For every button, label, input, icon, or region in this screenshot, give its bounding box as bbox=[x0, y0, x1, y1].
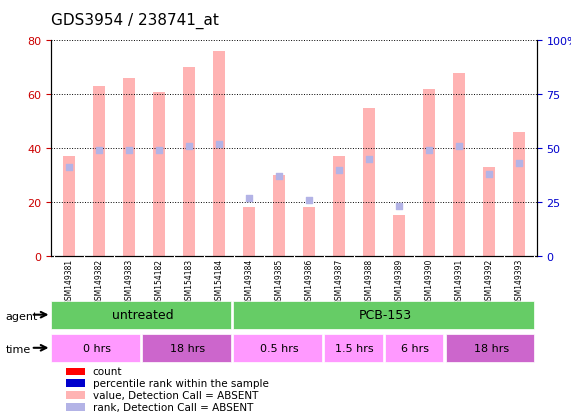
Point bbox=[304, 197, 313, 204]
Point bbox=[395, 203, 404, 210]
Bar bbox=[66, 368, 86, 375]
Text: GSM154182: GSM154182 bbox=[155, 258, 164, 304]
Point bbox=[95, 147, 104, 154]
Text: 6 hrs: 6 hrs bbox=[401, 343, 429, 353]
Text: GSM149382: GSM149382 bbox=[95, 258, 104, 304]
Text: GSM154184: GSM154184 bbox=[215, 258, 224, 304]
FancyBboxPatch shape bbox=[234, 301, 534, 329]
Bar bbox=[393, 216, 405, 256]
Bar bbox=[63, 157, 75, 256]
Text: 18 hrs: 18 hrs bbox=[474, 343, 509, 353]
Text: untreated: untreated bbox=[111, 309, 173, 321]
Point bbox=[124, 147, 134, 154]
Bar bbox=[183, 68, 195, 256]
FancyBboxPatch shape bbox=[446, 334, 534, 362]
Text: GSM149386: GSM149386 bbox=[304, 258, 313, 304]
Bar bbox=[513, 133, 525, 256]
FancyBboxPatch shape bbox=[142, 334, 231, 362]
FancyBboxPatch shape bbox=[51, 301, 231, 329]
FancyBboxPatch shape bbox=[51, 334, 140, 362]
Point bbox=[364, 156, 373, 163]
Point bbox=[155, 147, 164, 154]
Bar bbox=[213, 52, 225, 256]
Text: percentile rank within the sample: percentile rank within the sample bbox=[93, 378, 268, 388]
Text: value, Detection Call = ABSENT: value, Detection Call = ABSENT bbox=[93, 390, 258, 400]
Point bbox=[184, 143, 194, 150]
FancyBboxPatch shape bbox=[234, 334, 322, 362]
Bar bbox=[66, 392, 86, 399]
Point bbox=[424, 147, 433, 154]
Text: 0.5 hrs: 0.5 hrs bbox=[260, 343, 298, 353]
Text: GSM149381: GSM149381 bbox=[65, 258, 74, 304]
Text: GSM149391: GSM149391 bbox=[455, 258, 463, 304]
Bar bbox=[483, 167, 495, 256]
Bar bbox=[66, 403, 86, 411]
Text: 18 hrs: 18 hrs bbox=[170, 343, 206, 353]
Text: GSM149384: GSM149384 bbox=[244, 258, 254, 304]
Text: GSM154183: GSM154183 bbox=[184, 258, 194, 304]
Text: 1.5 hrs: 1.5 hrs bbox=[335, 343, 374, 353]
Text: GDS3954 / 238741_at: GDS3954 / 238741_at bbox=[51, 13, 219, 29]
Bar bbox=[66, 380, 86, 387]
Text: GSM149389: GSM149389 bbox=[395, 258, 404, 304]
Bar bbox=[93, 87, 105, 256]
Bar bbox=[363, 108, 375, 256]
Text: time: time bbox=[6, 344, 31, 354]
Point bbox=[514, 160, 524, 167]
Text: GSM149385: GSM149385 bbox=[275, 258, 284, 304]
Point bbox=[65, 165, 74, 171]
Text: GSM149387: GSM149387 bbox=[335, 258, 344, 304]
Text: GSM149390: GSM149390 bbox=[424, 258, 433, 304]
Point bbox=[484, 171, 493, 178]
FancyBboxPatch shape bbox=[385, 334, 443, 362]
Point bbox=[455, 143, 464, 150]
Bar bbox=[273, 176, 285, 256]
Bar bbox=[123, 79, 135, 256]
Text: GSM149393: GSM149393 bbox=[514, 258, 523, 304]
Bar bbox=[303, 208, 315, 256]
Bar bbox=[153, 92, 165, 256]
Bar bbox=[453, 74, 465, 256]
Point bbox=[275, 173, 284, 180]
Point bbox=[215, 141, 224, 148]
Text: PCB-153: PCB-153 bbox=[359, 309, 412, 321]
Text: GSM149383: GSM149383 bbox=[125, 258, 134, 304]
Bar bbox=[243, 208, 255, 256]
Text: GSM149388: GSM149388 bbox=[364, 258, 373, 304]
Point bbox=[335, 167, 344, 173]
Text: 0 hrs: 0 hrs bbox=[83, 343, 111, 353]
Text: rank, Detection Call = ABSENT: rank, Detection Call = ABSENT bbox=[93, 402, 253, 412]
FancyBboxPatch shape bbox=[324, 334, 383, 362]
Point bbox=[244, 195, 254, 202]
Text: count: count bbox=[93, 366, 122, 376]
Text: agent: agent bbox=[6, 311, 38, 321]
Bar bbox=[333, 157, 345, 256]
Bar bbox=[423, 90, 435, 256]
Text: GSM149392: GSM149392 bbox=[484, 258, 493, 304]
